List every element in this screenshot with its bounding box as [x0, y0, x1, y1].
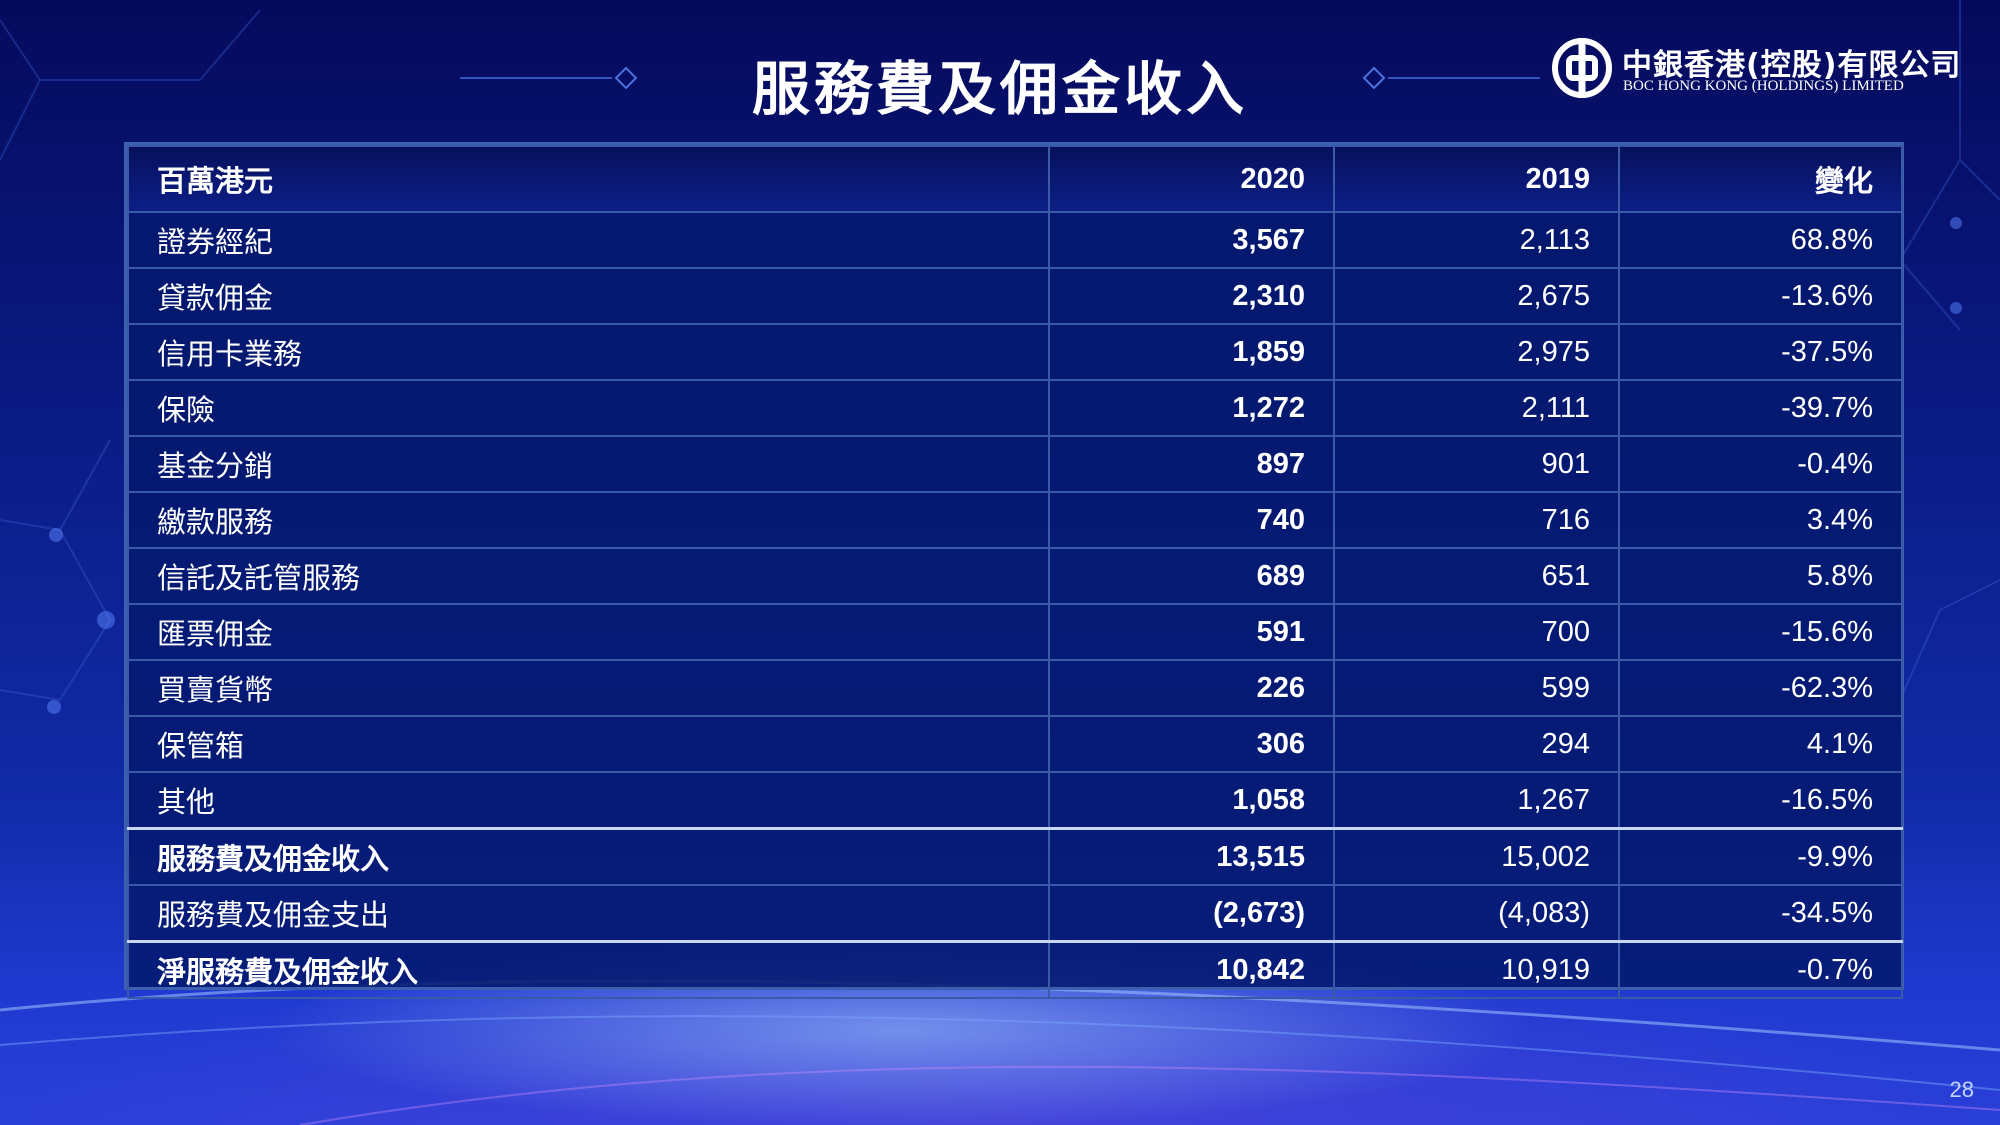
row-label: 信託及託管服務 [127, 547, 1050, 605]
value-change: -0.4% [1618, 435, 1903, 493]
row-label: 淨服務費及佣金收入 [127, 940, 1050, 999]
row-label: 保管箱 [127, 715, 1050, 773]
table-row: 基金分銷 897 901 -0.4% [127, 435, 1903, 493]
value-change: -62.3% [1618, 659, 1903, 717]
value-2020: 689 [1048, 547, 1335, 605]
value-2019: 2,975 [1333, 323, 1620, 381]
table-row: 繳款服務 740 716 3.4% [127, 491, 1903, 549]
value-2019: 294 [1333, 715, 1620, 773]
table-row-total: 淨服務費及佣金收入 10,842 10,919 -0.7% [127, 940, 1903, 999]
row-label: 保險 [127, 379, 1050, 437]
value-2020: 226 [1048, 659, 1335, 717]
logo-name-chinese: 中銀香港(控股)有限公司 [1622, 48, 1962, 83]
row-label: 服務費及佣金收入 [127, 827, 1050, 886]
table-row: 信託及託管服務 689 651 5.8% [127, 547, 1903, 605]
value-change: -34.5% [1618, 884, 1903, 943]
value-2019: 700 [1333, 603, 1620, 661]
value-change: -13.6% [1618, 267, 1903, 325]
row-label: 繳款服務 [127, 491, 1050, 549]
table-row: 信用卡業務 1,859 2,975 -37.5% [127, 323, 1903, 381]
value-2020: 1,272 [1048, 379, 1335, 437]
value-2019: 1,267 [1333, 771, 1620, 830]
header-unit: 百萬港元 [127, 145, 1050, 213]
value-2019: 2,113 [1333, 211, 1620, 269]
table-header-row: 百萬港元 2020 2019 變化 [127, 145, 1903, 213]
value-change: -37.5% [1618, 323, 1903, 381]
value-change: -39.7% [1618, 379, 1903, 437]
value-change: -9.9% [1618, 827, 1903, 886]
table-row: 服務費及佣金支出 (2,673) (4,083) -34.5% [127, 884, 1903, 943]
header-2019: 2019 [1333, 145, 1620, 213]
value-2020: 740 [1048, 491, 1335, 549]
table-row: 貸款佣金 2,310 2,675 -13.6% [127, 267, 1903, 325]
value-change: 68.8% [1618, 211, 1903, 269]
row-label: 其他 [127, 771, 1050, 830]
value-2019: 599 [1333, 659, 1620, 717]
table-row: 保管箱 306 294 4.1% [127, 715, 1903, 773]
value-2020: 591 [1048, 603, 1335, 661]
table-row: 證券經紀 3,567 2,113 68.8% [127, 211, 1903, 269]
value-change: 3.4% [1618, 491, 1903, 549]
row-label: 信用卡業務 [127, 323, 1050, 381]
value-2019: 2,111 [1333, 379, 1620, 437]
boc-logo-icon [1552, 38, 1612, 98]
page-number: 28 [1949, 1077, 1974, 1102]
value-2020: 306 [1048, 715, 1335, 773]
value-2020: 10,842 [1048, 940, 1335, 999]
value-2020: 897 [1048, 435, 1335, 493]
value-2019: (4,083) [1333, 884, 1620, 943]
value-2019: 651 [1333, 547, 1620, 605]
value-change: -16.5% [1618, 771, 1903, 830]
value-2020: 1,058 [1048, 771, 1335, 830]
slide-title: 服務費及佣金收入 [751, 55, 1248, 123]
row-label: 貸款佣金 [127, 267, 1050, 325]
logo-name-english: BOC HONG KONG (HOLDINGS) LIMITED [1623, 78, 1904, 94]
row-label: 服務費及佣金支出 [127, 884, 1050, 943]
value-2019: 15,002 [1333, 827, 1620, 886]
table-row: 匯票佣金 591 700 -15.6% [127, 603, 1903, 661]
value-2019: 901 [1333, 435, 1620, 493]
company-logo: 中銀香港(控股)有限公司 BOC HONG KONG (HOLDINGS) LI… [1552, 38, 1960, 100]
value-2020: 1,859 [1048, 323, 1335, 381]
value-2020: 13,515 [1048, 827, 1335, 886]
value-2020: (2,673) [1048, 884, 1335, 943]
header-2020: 2020 [1048, 145, 1335, 213]
value-change: -0.7% [1618, 940, 1903, 999]
table-row: 其他 1,058 1,267 -16.5% [127, 771, 1903, 830]
row-label: 基金分銷 [127, 435, 1050, 493]
value-2020: 3,567 [1048, 211, 1335, 269]
value-change: 4.1% [1618, 715, 1903, 773]
row-label: 匯票佣金 [127, 603, 1050, 661]
value-change: -15.6% [1618, 603, 1903, 661]
header-change: 變化 [1618, 145, 1903, 213]
table-row: 保險 1,272 2,111 -39.7% [127, 379, 1903, 437]
value-2019: 716 [1333, 491, 1620, 549]
value-2019: 10,919 [1333, 940, 1620, 999]
row-label: 買賣貨幣 [127, 659, 1050, 717]
row-label: 證券經紀 [127, 211, 1050, 269]
value-2019: 2,675 [1333, 267, 1620, 325]
table-row-subtotal: 服務費及佣金收入 13,515 15,002 -9.9% [127, 827, 1903, 886]
fee-income-table: 百萬港元 2020 2019 變化 證券經紀 3,567 2,113 68.8%… [124, 142, 1904, 999]
table-row: 買賣貨幣 226 599 -62.3% [127, 659, 1903, 717]
value-change: 5.8% [1618, 547, 1903, 605]
value-2020: 2,310 [1048, 267, 1335, 325]
